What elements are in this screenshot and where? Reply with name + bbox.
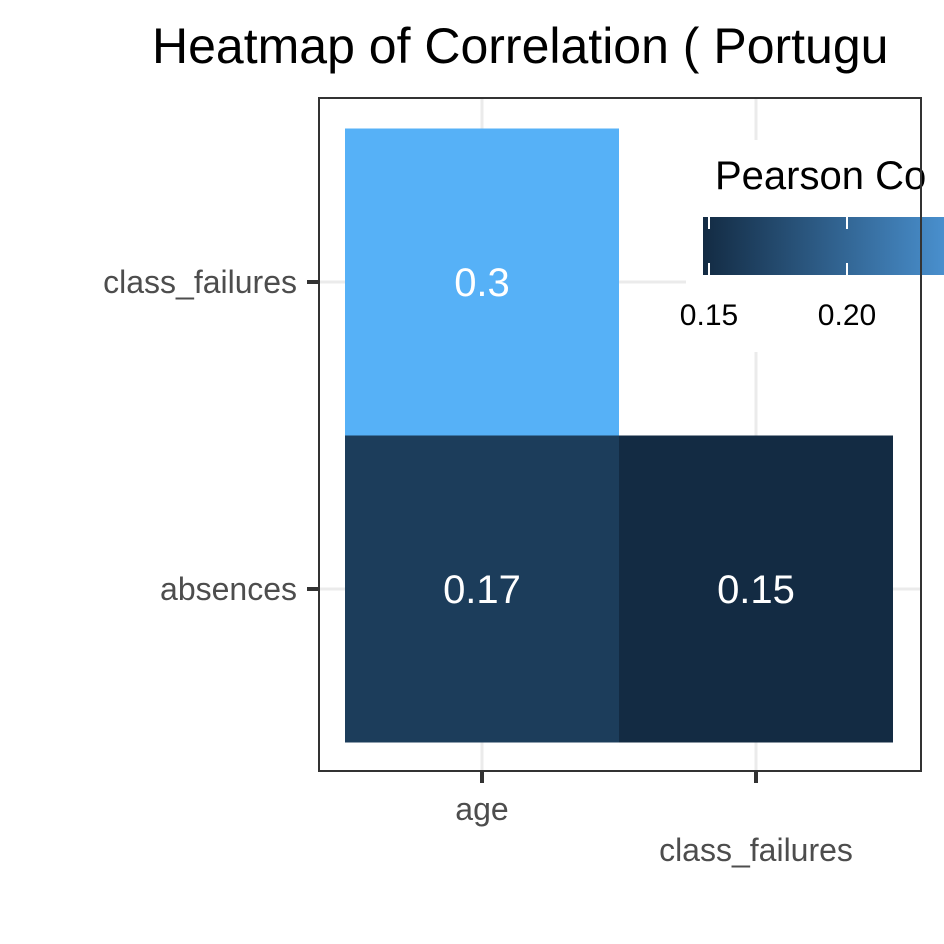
panel-border bbox=[318, 97, 922, 772]
chart-title: Heatmap of Correlation ( Portugu bbox=[152, 18, 888, 74]
heatmap-cell-label: 0.17 bbox=[443, 568, 521, 612]
y-axis-tick-label: class_failures bbox=[103, 264, 297, 300]
heatmap-cell-label: 0.15 bbox=[717, 568, 795, 612]
x-axis-tick-label: class_failures bbox=[659, 832, 853, 868]
legend-title: Pearson Co bbox=[715, 154, 926, 198]
heatmap-cell-label: 0.3 bbox=[454, 261, 510, 305]
legend-colorbar bbox=[703, 217, 944, 275]
legend-tick-label: 0.15 bbox=[680, 299, 738, 332]
heatmap-cells: 0.3 0.17 0.15 bbox=[345, 128, 893, 743]
legend-ticks: 0.15 0.20 bbox=[680, 217, 876, 332]
y-axis-tick-label: absences bbox=[160, 571, 297, 607]
heatmap-cell bbox=[345, 128, 619, 436]
heatmap-cell bbox=[345, 435, 619, 743]
x-axis-tick-label: age bbox=[455, 791, 508, 827]
legend-tick-label: 0.20 bbox=[818, 299, 876, 332]
heatmap-cell bbox=[619, 435, 893, 743]
legend: Pearson Co 0.15 0.20 bbox=[680, 140, 944, 352]
axes: class_failures absences age class_failures bbox=[103, 264, 853, 868]
